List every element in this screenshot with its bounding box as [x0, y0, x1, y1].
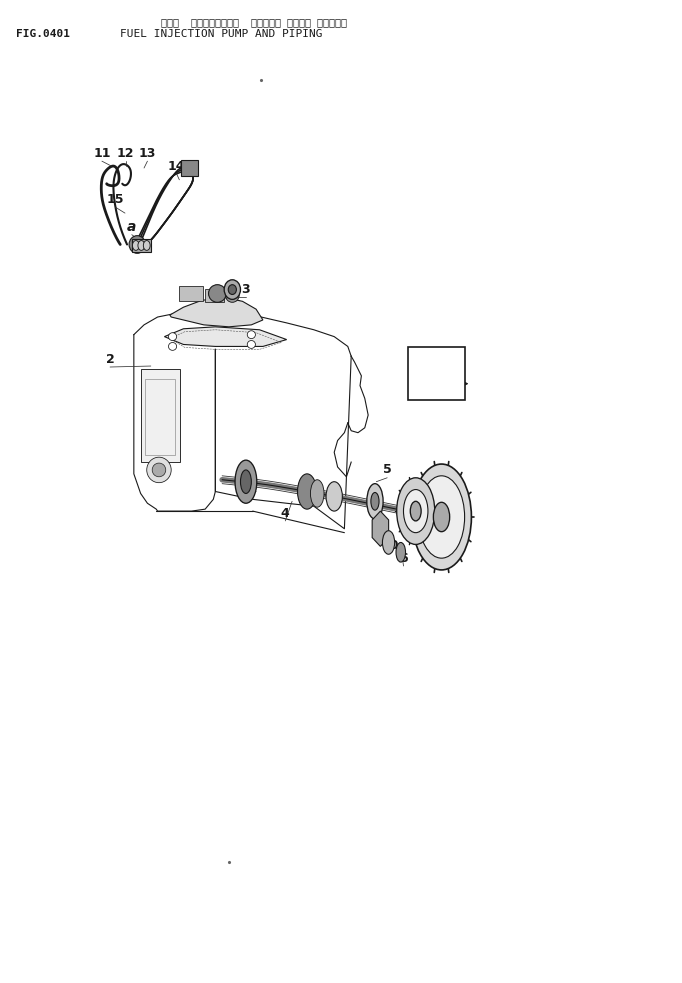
Ellipse shape	[241, 470, 252, 493]
Ellipse shape	[168, 342, 177, 350]
Polygon shape	[372, 511, 389, 547]
Text: 15: 15	[107, 193, 124, 205]
Text: 5: 5	[383, 463, 391, 477]
Ellipse shape	[235, 460, 257, 503]
Text: FIG.0401: FIG.0401	[16, 29, 70, 38]
Text: フェル  インジェクション  ブポンプ・ オヨビ・ パイピング: フェル インジェクション ブポンプ・ オヨビ・ パイピング	[161, 17, 347, 27]
Text: 12: 12	[117, 146, 134, 160]
Text: 4: 4	[281, 506, 290, 520]
Text: 13: 13	[138, 146, 156, 160]
Text: 8: 8	[245, 475, 254, 489]
Bar	[132, 239, 151, 253]
Ellipse shape	[412, 464, 471, 570]
Text: 4: 4	[454, 516, 462, 530]
Text: 11: 11	[93, 146, 110, 160]
Ellipse shape	[147, 457, 171, 483]
Ellipse shape	[248, 340, 256, 348]
Bar	[145, 378, 175, 455]
Ellipse shape	[371, 492, 379, 510]
Text: FUEL INJECTION PUMP AND PIPING: FUEL INJECTION PUMP AND PIPING	[120, 29, 323, 38]
Ellipse shape	[326, 482, 342, 511]
Bar	[205, 289, 224, 303]
FancyBboxPatch shape	[408, 347, 464, 400]
Ellipse shape	[397, 478, 434, 545]
Text: 1: 1	[233, 299, 242, 312]
Text: 10: 10	[381, 539, 399, 551]
Ellipse shape	[404, 490, 428, 533]
Text: 2: 2	[106, 353, 115, 366]
Text: 14: 14	[168, 159, 186, 173]
Bar	[181, 160, 198, 176]
Text: 6: 6	[399, 551, 408, 564]
Text: 9: 9	[437, 463, 446, 477]
Text: 7: 7	[372, 522, 381, 536]
Ellipse shape	[411, 501, 421, 521]
Ellipse shape	[433, 502, 449, 532]
Ellipse shape	[132, 241, 139, 251]
Ellipse shape	[419, 476, 464, 558]
Ellipse shape	[367, 484, 383, 519]
Text: FWD: FWD	[421, 367, 441, 376]
Ellipse shape	[226, 289, 239, 303]
Ellipse shape	[168, 332, 177, 340]
Bar	[140, 369, 180, 462]
Text: a: a	[127, 220, 136, 234]
Bar	[179, 286, 203, 302]
Ellipse shape	[396, 543, 406, 562]
Ellipse shape	[224, 280, 241, 300]
Ellipse shape	[297, 474, 316, 509]
Ellipse shape	[209, 285, 226, 303]
Ellipse shape	[228, 285, 237, 295]
Ellipse shape	[248, 330, 256, 338]
Ellipse shape	[133, 240, 141, 250]
Ellipse shape	[383, 531, 395, 554]
Ellipse shape	[138, 241, 145, 251]
Text: a: a	[243, 327, 252, 342]
Ellipse shape	[143, 241, 150, 251]
Polygon shape	[164, 326, 286, 346]
Ellipse shape	[310, 480, 324, 507]
Ellipse shape	[129, 236, 145, 254]
Polygon shape	[170, 298, 263, 326]
Text: 3: 3	[241, 283, 250, 296]
Ellipse shape	[152, 463, 166, 477]
